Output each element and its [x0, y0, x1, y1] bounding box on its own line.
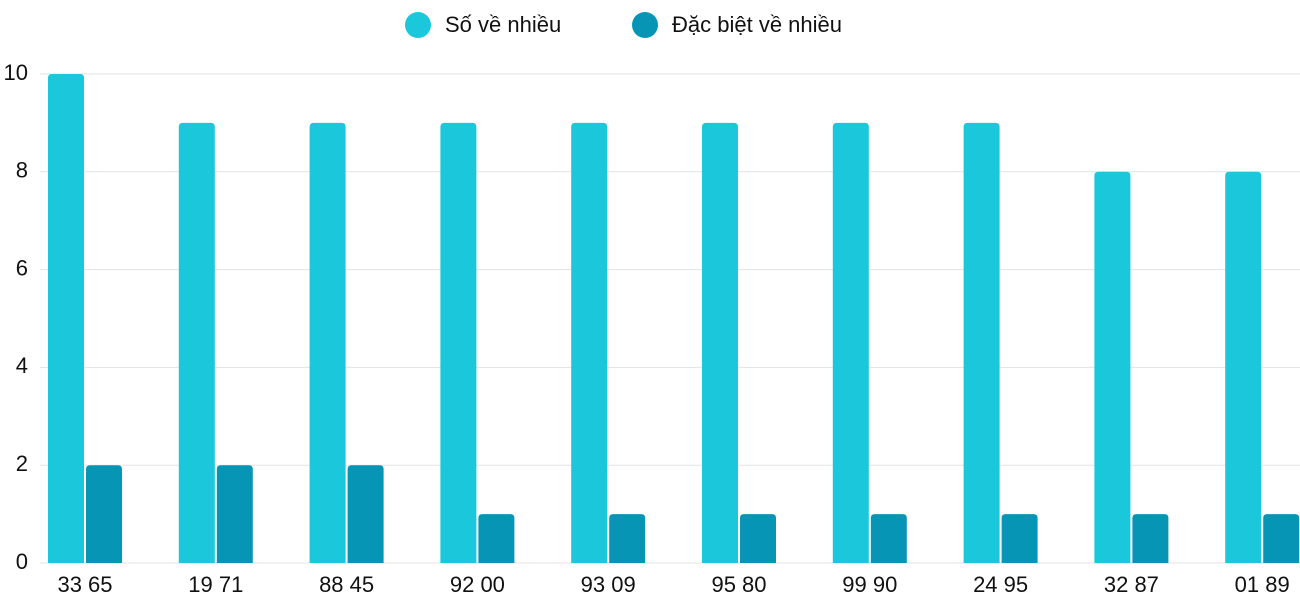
- x-tick-label: 92 00: [450, 572, 505, 597]
- bar: [1263, 514, 1300, 563]
- x-tick-label: 93 09: [581, 572, 636, 597]
- bar: [478, 514, 515, 563]
- y-tick-label: 8: [16, 158, 28, 183]
- x-tick-label: 88 45: [319, 572, 374, 597]
- bar: [48, 74, 84, 563]
- bar: [1225, 171, 1262, 564]
- x-tick-label: 33 65: [57, 572, 112, 597]
- bar: [963, 122, 1000, 564]
- bar: [702, 122, 738, 564]
- x-tick-label: 19 71: [188, 572, 243, 597]
- x-tick-label: 95 80: [711, 572, 766, 597]
- bar: [309, 122, 346, 564]
- y-tick-label: 0: [16, 549, 28, 574]
- x-tick-label: 99 90: [842, 572, 897, 597]
- bar: [1094, 171, 1131, 564]
- bar: [347, 465, 384, 563]
- legend-marker: [405, 12, 431, 38]
- legend-label: Đặc biệt về nhiều: [672, 12, 842, 37]
- legend-label: Số về nhiều: [445, 12, 561, 37]
- y-tick-label: 2: [16, 451, 28, 476]
- bar: [571, 122, 608, 564]
- x-tick-label: 01 89: [1235, 572, 1290, 597]
- y-tick-label: 10: [4, 60, 28, 85]
- bar: [440, 122, 477, 564]
- bar: [832, 122, 869, 564]
- bar: [178, 122, 215, 564]
- legend-marker: [632, 12, 658, 38]
- bar: [1001, 514, 1038, 563]
- bar: [609, 514, 646, 563]
- bar: [1132, 514, 1169, 563]
- bar: [870, 514, 907, 563]
- bar: [86, 465, 122, 563]
- y-tick-label: 6: [16, 255, 28, 280]
- y-tick-label: 4: [16, 353, 28, 378]
- bar: [740, 514, 776, 563]
- x-tick-label: 24 95: [973, 572, 1028, 597]
- bar: [216, 465, 253, 563]
- x-tick-label: 32 87: [1104, 572, 1159, 597]
